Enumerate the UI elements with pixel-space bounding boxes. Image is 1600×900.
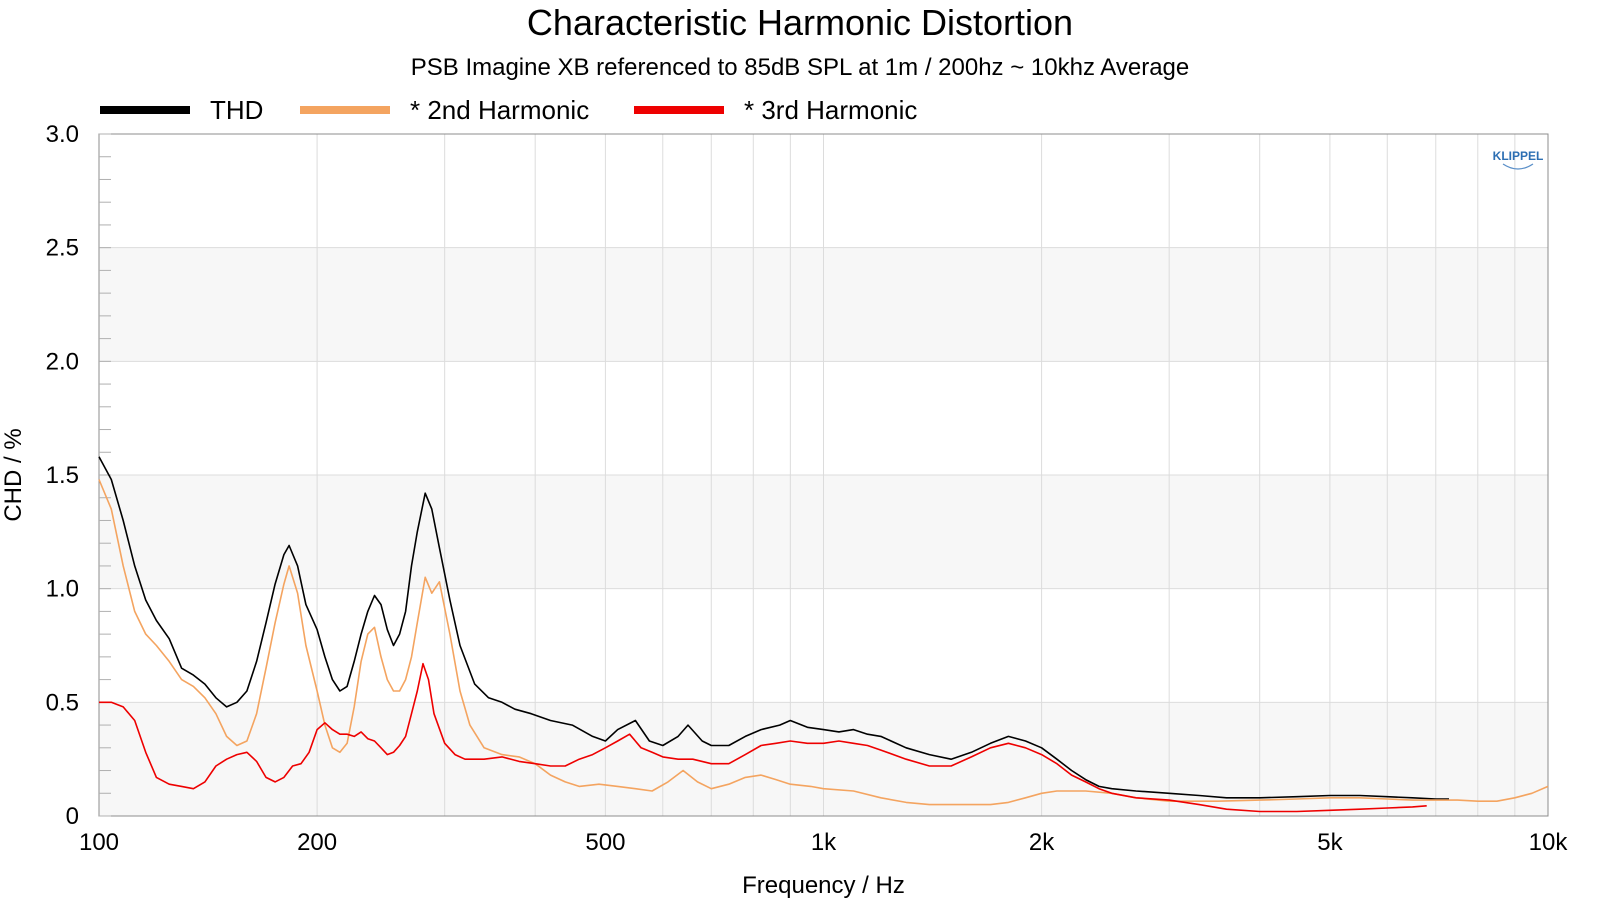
x-tick-label: 200	[297, 829, 337, 856]
legend: THD * 2nd Harmonic * 3rd Harmonic	[100, 95, 917, 125]
y-tick-label: 2.0	[46, 348, 79, 375]
chart-subtitle: PSB Imagine XB referenced to 85dB SPL at…	[410, 54, 1190, 81]
legend-label: THD	[210, 95, 263, 125]
y-tick-label: 3.0	[46, 121, 79, 148]
chart-title: Characteristic Harmonic Distortion	[526, 2, 1074, 43]
legend-label: * 2nd Harmonic	[410, 95, 589, 125]
y-tick-labels: 0 0.5 1.0 1.5 2.0 2.5 3.0	[46, 121, 79, 830]
logo-text: KLIPPEL	[1493, 149, 1544, 163]
x-tick-label: 1k	[811, 829, 837, 856]
klippel-logo: KLIPPEL	[1493, 149, 1544, 170]
y-tick-label: 0	[66, 803, 79, 830]
series-line-3	[99, 662, 1427, 813]
y-tick-label: 1.5	[46, 462, 79, 489]
x-tick-label: 10k	[1529, 829, 1569, 856]
y-tick-label: 2.5	[46, 235, 79, 262]
y-tick-label: 0.5	[46, 689, 79, 716]
y-axis-label: CHD / %	[0, 428, 27, 521]
series-lines	[98, 456, 1549, 813]
x-axis-label: Frequency / Hz	[742, 872, 905, 899]
logo-arc	[1502, 163, 1534, 170]
y-tick-label: 1.0	[46, 576, 79, 603]
x-tick-label: 500	[585, 829, 625, 856]
x-tick-label: 100	[79, 829, 119, 856]
legend-label: * 3rd Harmonic	[744, 95, 917, 125]
series-line-1	[98, 456, 1449, 800]
x-tick-label: 2k	[1029, 829, 1055, 856]
x-tick-label: 5k	[1317, 829, 1343, 856]
x-tick-labels: 100 200 500 1k 2k 5k 10k	[79, 829, 1568, 856]
